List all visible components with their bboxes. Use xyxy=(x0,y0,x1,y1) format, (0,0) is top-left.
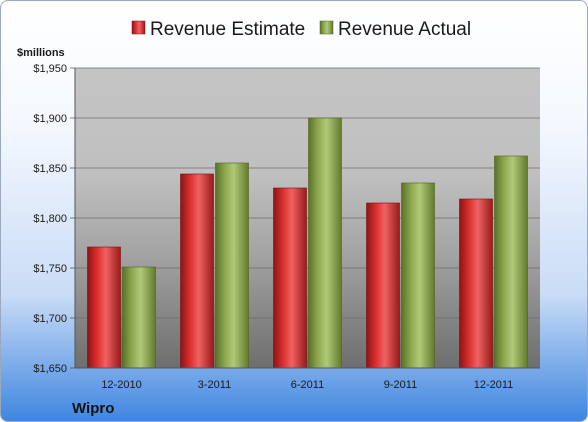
x-tick-label: 9-2011 xyxy=(384,379,417,391)
bar-revenue-estimate xyxy=(366,202,400,369)
x-tick-label: 6-2011 xyxy=(291,379,324,391)
x-tick-label: 12-2011 xyxy=(474,379,514,391)
bar-revenue-actual xyxy=(215,162,249,369)
bar-revenue-actual xyxy=(401,182,435,369)
bar-revenue-actual xyxy=(494,155,528,369)
bars xyxy=(87,117,528,369)
legend-swatch-estimate xyxy=(131,20,146,35)
y-axis: $1,650 $1,700 $1,750 $1,800 $1,850 $1,900 $1,9… xyxy=(33,63,76,375)
x-tick-label: 3-2011 xyxy=(198,379,231,391)
y-tick-label: $1,950 xyxy=(33,63,67,75)
legend-label-actual: Revenue Actual xyxy=(338,19,471,40)
bar-revenue-estimate xyxy=(87,246,121,369)
bar-revenue-estimate xyxy=(273,187,307,369)
unit-label: $millions xyxy=(17,47,65,59)
bar-revenue-estimate xyxy=(459,198,493,369)
legend: Revenue Estimate Revenue Actual xyxy=(131,19,471,40)
bar-revenue-actual xyxy=(122,266,156,369)
y-tick-label: $1,650 xyxy=(33,363,67,375)
bar-revenue-estimate xyxy=(180,173,214,369)
x-tick-label: 12-2010 xyxy=(101,379,141,391)
bar-revenue-actual xyxy=(308,117,342,369)
x-axis: 12-2010 3-2011 6-2011 9-2011 12-2011 xyxy=(75,367,540,391)
y-tick-label: $1,800 xyxy=(33,213,67,225)
legend-swatch-actual xyxy=(319,20,334,35)
company-label: Wipro xyxy=(72,400,114,417)
y-tick-label: $1,900 xyxy=(33,113,67,125)
y-tick-label: $1,850 xyxy=(33,163,67,175)
legend-label-estimate: Revenue Estimate xyxy=(150,19,305,40)
y-tick-label: $1,750 xyxy=(33,263,67,275)
y-tick-label: $1,700 xyxy=(33,313,67,325)
